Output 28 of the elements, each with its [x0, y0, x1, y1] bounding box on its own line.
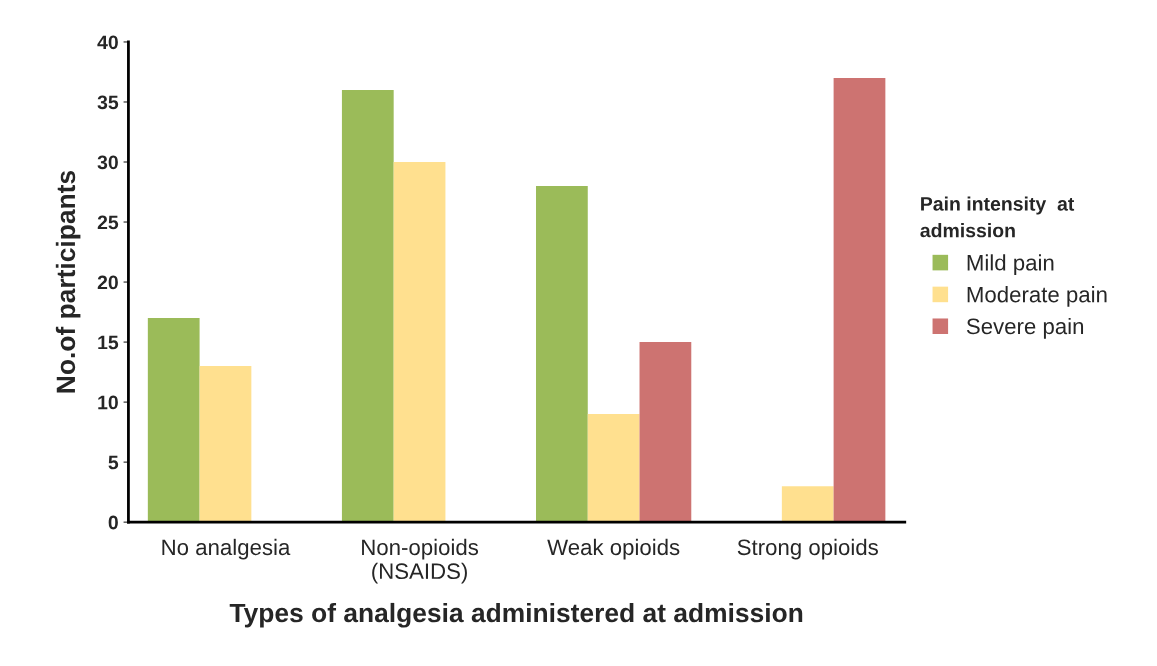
y-tick-label: 20 [97, 275, 118, 290]
bar [833, 77, 886, 523]
bar [781, 486, 834, 523]
y-tick-label: 30 [97, 155, 118, 170]
x-tick-label: Non-opioids (NSAIDS) [362, 538, 479, 584]
y-tick-label: 35 [97, 95, 119, 110]
x-axis-title: Types of analgesia administered at admission [229, 602, 803, 628]
legend-label: Mild pain [967, 254, 1054, 275]
bar [393, 162, 446, 523]
bar [639, 342, 692, 523]
x-tick-label: No analgesia [162, 538, 291, 560]
y-tick-label: 25 [97, 215, 119, 230]
bar [199, 366, 252, 523]
legend-title: Pain intensity at admission [920, 196, 1075, 238]
y-tick-label: 0 [108, 515, 118, 530]
legend-label: Severe pain [966, 317, 1084, 339]
y-tick-label: 15 [98, 335, 119, 350]
x-tick-label: Strong opioids [737, 538, 878, 560]
bar [536, 186, 588, 523]
y-tick-label: 10 [98, 395, 118, 410]
y-axis-title: No.of participants [55, 170, 81, 393]
y-tick-label: 40 [97, 35, 118, 50]
bar [587, 414, 640, 523]
bar [341, 89, 394, 523]
y-tick-label: 5 [108, 455, 119, 470]
x-tick-label: Weak opioids [547, 538, 680, 560]
legend-label: Moderate pain [967, 286, 1107, 307]
bar [147, 318, 200, 523]
